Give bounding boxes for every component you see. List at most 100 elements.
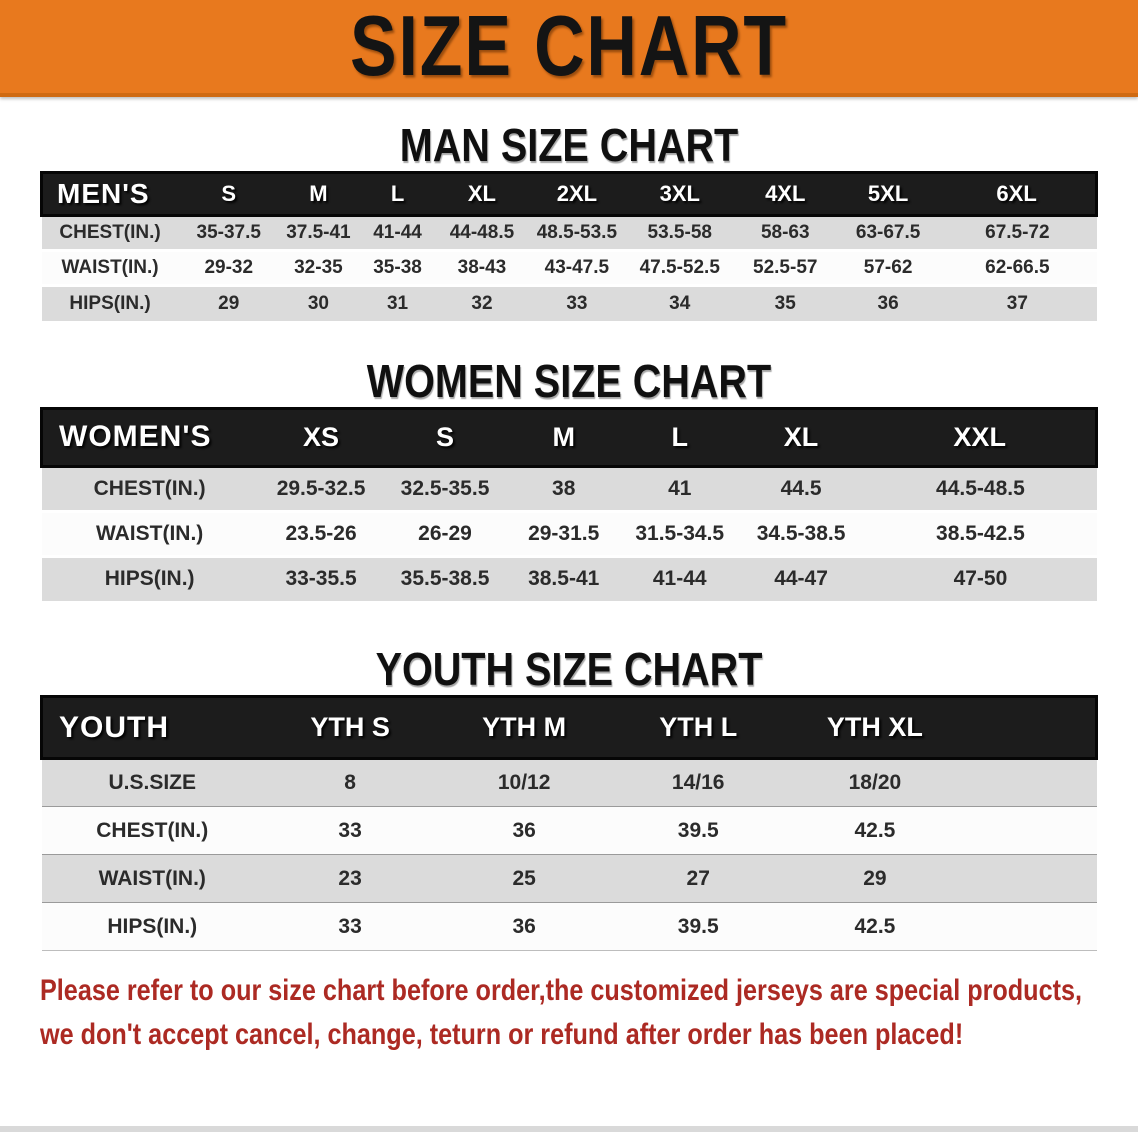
measurement-value: 29-31.5 — [528, 521, 600, 545]
men-section: MAN SIZE CHART MEN'S S M L XL 2XL 3XL 4XL 5XL 6XL… — [0, 120, 1138, 321]
size-column-header: 3XL — [627, 171, 733, 217]
measurement-value: 44-47 — [774, 567, 828, 591]
measurement-value: 35-37.5 — [196, 222, 261, 243]
size-column-header: 2XL — [526, 171, 627, 217]
size-column-header: YTH L — [611, 695, 786, 760]
measurement-value: 18/20 — [848, 771, 902, 794]
size-column-header: S — [384, 406, 506, 468]
disclaimer-line-1: Please refer to our size chart before or… — [40, 974, 1083, 1007]
measurement-value: 29.5-32.5 — [276, 476, 366, 500]
measurement-label: CHEST(IN.) — [59, 222, 161, 243]
men-size-table: MEN'S S M L XL 2XL 3XL 4XL 5XL 6XL CHEST(IN.) 35-37… — [39, 171, 1099, 321]
size-column-header: YTH S — [263, 695, 438, 760]
size-chart-banner: SIZE CHART — [0, 0, 1138, 97]
measurement-value — [965, 855, 1097, 903]
measurement-value: 57-62 — [863, 257, 913, 278]
measurement-value: 44.5 — [780, 476, 822, 500]
measurement-value: 10/12 — [497, 771, 551, 794]
measurement-value: 33 — [566, 292, 588, 314]
bottom-edge-strip — [0, 1126, 1138, 1132]
measurement-label: WAIST(IN.) — [95, 521, 204, 545]
size-column-header: M — [505, 406, 622, 468]
disclaimer-line-2: we don't accept cancel, change, teturn o… — [40, 1018, 964, 1051]
measurement-value: 47-50 — [953, 567, 1008, 591]
measurement-value: 44.5-48.5 — [936, 476, 1025, 500]
table-row: WAIST(IN.) 23 25 27 29 — [41, 854, 1097, 903]
measurement-value: 23 — [338, 866, 362, 890]
measurement-value: 29-32 — [204, 257, 254, 278]
measurement-value: 63-67.5 — [855, 222, 921, 243]
table-category-header: MEN'S — [39, 171, 179, 217]
measurement-value: 38.5-41 — [528, 567, 600, 591]
size-column-header: L — [357, 171, 438, 217]
measurement-value: 47.5-52.5 — [639, 257, 720, 278]
women-section: WOMEN SIZE CHART WOMEN'S XS S M L XL XXL CHEST(… — [0, 355, 1138, 601]
measurement-value: 37 — [1006, 292, 1028, 314]
size-column-header: L — [621, 406, 738, 468]
table-row: HIPS(IN.) 29 30 31 32 33 34 35 36 37 — [41, 285, 1097, 321]
measurement-value: 38.5-42.5 — [936, 521, 1025, 545]
measurement-value — [965, 759, 1097, 807]
measurement-value: 29 — [863, 866, 887, 890]
measurement-value: 42.5 — [854, 914, 896, 938]
youth-section-title: YOUTH SIZE CHART — [375, 644, 763, 696]
measurement-value: 31 — [386, 292, 409, 314]
measurement-value: 41-44 — [373, 222, 422, 243]
table-row: U.S.SIZE 8 10/12 14/16 18/20 — [41, 758, 1097, 807]
women-section-title: WOMEN SIZE CHART — [366, 355, 772, 408]
measurement-value: 36 — [512, 914, 536, 938]
measurement-label: HIPS(IN.) — [104, 567, 195, 591]
size-column-header: XL — [737, 406, 865, 468]
measurement-value: 38-43 — [457, 257, 507, 278]
table-category-header: YOUTH — [40, 695, 264, 760]
table-row: WAIST(IN.) 29-32 32-35 35-38 38-43 43-47.5 47.… — [41, 250, 1097, 286]
measurement-value: 62-66.5 — [985, 257, 1050, 278]
measurement-value — [965, 807, 1097, 855]
table-row: WAIST(IN.) 23.5-26 26-29 29-31.5 31.5-34.5 34… — [41, 511, 1097, 556]
measurement-value: 31.5-34.5 — [635, 521, 725, 545]
measurement-value: 33-35.5 — [285, 567, 357, 591]
table-row: HIPS(IN.) 33-35.5 35.5-38.5 38.5-41 41-44 44-… — [41, 556, 1097, 601]
measurement-value: 37.5-41 — [286, 222, 351, 243]
measurement-label: U.S.SIZE — [108, 771, 197, 794]
measurement-label: WAIST(IN.) — [98, 866, 206, 890]
measurement-value: 52.5-57 — [753, 257, 818, 278]
table-row: HIPS(IN.) 33 36 39.5 42.5 — [41, 902, 1097, 951]
measurement-value: 35-38 — [373, 257, 422, 278]
measurement-value: 32-35 — [294, 257, 343, 278]
size-column-header: 6XL — [938, 171, 1099, 217]
measurement-value: 14/16 — [671, 771, 725, 794]
size-column-header: YTH M — [437, 695, 612, 760]
measurement-value: 34.5-38.5 — [756, 521, 846, 545]
table-header-row: WOMEN'S XS S M L XL XXL — [39, 406, 1099, 468]
measurement-value: 32.5-35.5 — [400, 476, 490, 500]
measurement-value: 44-48.5 — [449, 222, 515, 243]
measurement-value: 33 — [338, 914, 362, 938]
size-column-header: XL — [437, 171, 527, 217]
table-header-row: MEN'S S M L XL 2XL 3XL 4XL 5XL 6XL — [39, 171, 1099, 217]
table-category-header: WOMEN'S — [39, 406, 258, 468]
measurement-value: 29 — [218, 292, 240, 314]
measurement-value: 32 — [471, 292, 493, 314]
measurement-value: 33 — [338, 818, 362, 842]
measurement-value: 25 — [512, 866, 536, 890]
measurement-value: 58-63 — [760, 222, 810, 243]
banner-title: SIZE CHART — [350, 0, 788, 95]
measurement-value: 36 — [877, 292, 899, 314]
measurement-value: 34 — [669, 292, 691, 314]
size-column-header: XXL — [864, 406, 1099, 468]
disclaimer-text: Please refer to our size chart before or… — [40, 969, 1083, 1057]
measurement-label: HIPS(IN.) — [107, 914, 198, 938]
size-column-header: XS — [257, 406, 385, 468]
measurement-label: CHEST(IN.) — [96, 818, 209, 842]
measurement-value: 36 — [512, 818, 536, 842]
table-header-row: YOUTH YTH S YTH M YTH L YTH XL — [40, 695, 1098, 760]
size-column-header — [964, 695, 1098, 760]
measurement-value: 39.5 — [677, 818, 719, 842]
size-column-header: 5XL — [838, 171, 939, 217]
table-row: CHEST(IN.) 33 36 39.5 42.5 — [41, 806, 1097, 855]
measurement-value: 35 — [774, 292, 796, 314]
measurement-value: 35.5-38.5 — [400, 567, 490, 591]
measurement-value: 39.5 — [677, 914, 719, 938]
measurement-value: 27 — [686, 866, 710, 890]
